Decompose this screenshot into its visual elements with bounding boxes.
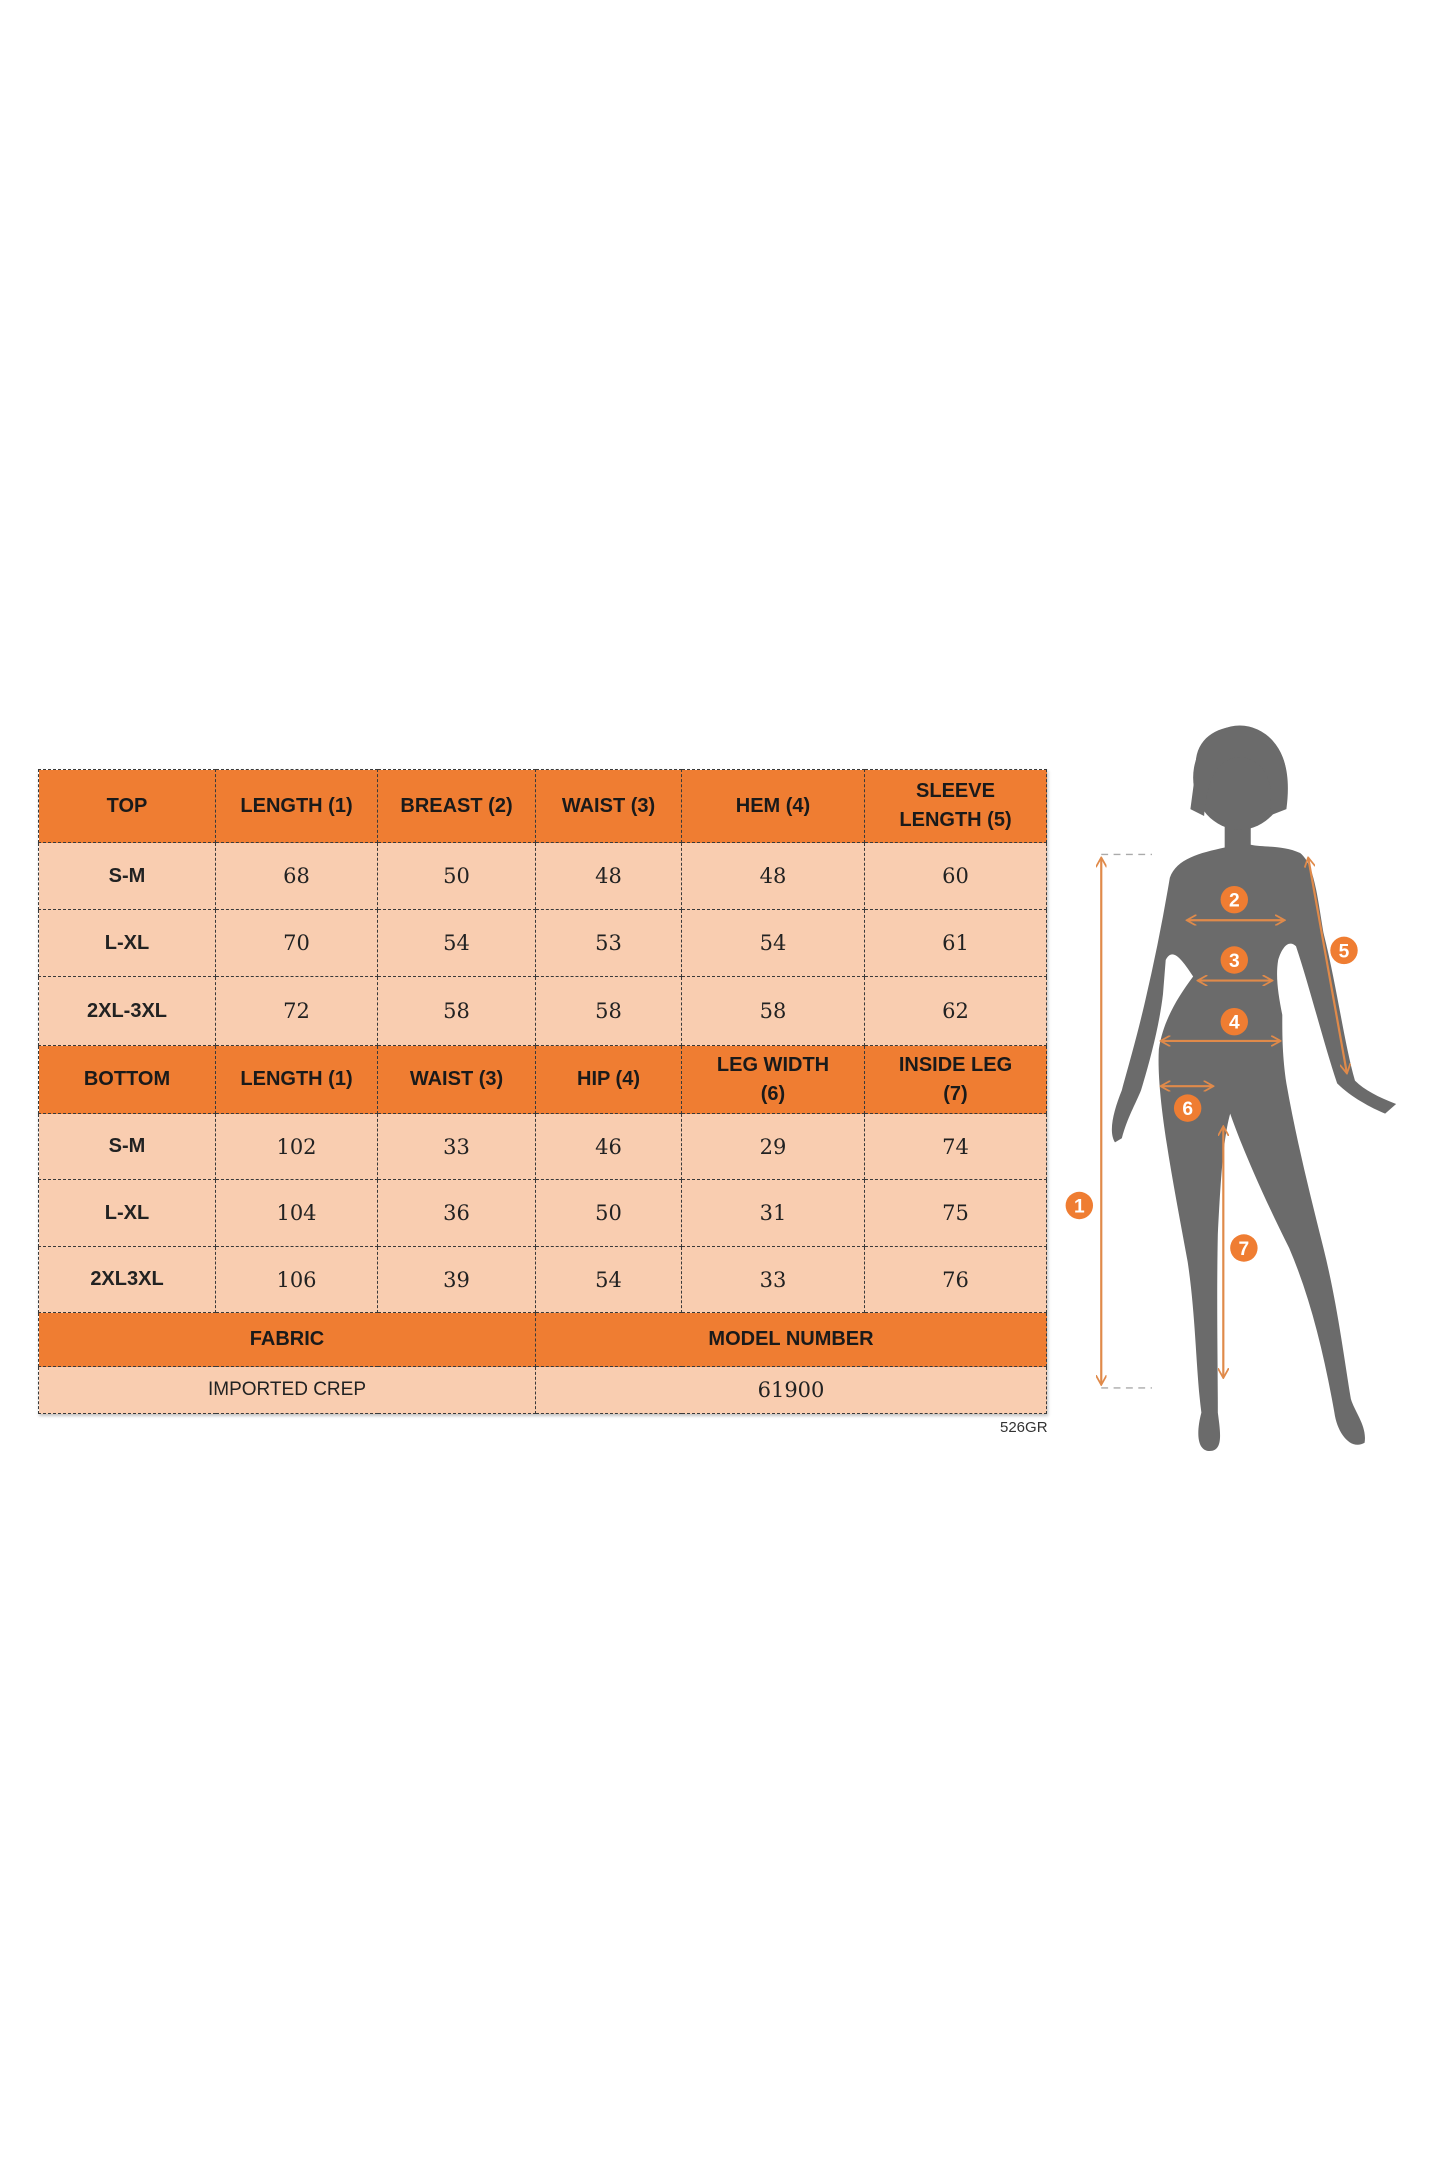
badge-number: 5 [1339,941,1350,962]
measurement-value: 68 [215,842,378,910]
measurement-badge-7: 7 [1230,1234,1258,1262]
info-value-row: IMPORTED CREP 61900 [38,1366,1047,1414]
fabric-value: IMPORTED CREP [38,1366,536,1414]
measurement-value: 54 [681,909,865,977]
top-column-header: LENGTH (1) [215,769,378,843]
measurement-value: 58 [535,976,682,1046]
top-size-row: S-M 68 50 48 48 60 [38,842,1047,910]
bottom-size-row: L-XL 104 36 50 31 75 [38,1179,1047,1247]
measurement-value: 33 [681,1246,865,1313]
top-size-row: L-XL 70 54 53 54 61 [38,909,1047,977]
measurement-value: 31 [681,1179,865,1247]
measurement-value: 60 [864,842,1047,910]
bottom-column-header: BOTTOM [38,1045,216,1114]
bottom-column-header: HIP (4) [535,1045,682,1114]
measurement-badge-1: 1 [1065,1191,1094,1220]
measurement-value: 74 [864,1113,1047,1180]
header-label: LEG WIDTH (6) [716,1053,830,1105]
measurement-value: 76 [864,1246,1047,1313]
measurement-value: 62 [864,976,1047,1046]
badge-number: 1 [1074,1196,1085,1217]
info-header-row: FABRIC MODEL NUMBER [38,1312,1047,1367]
header-label: HIP (4) [577,1068,640,1090]
header-label: BREAST (2) [400,794,513,817]
bottom-header-row: BOTTOM LENGTH (1) WAIST (3) HIP (4) LEG WIDT… [38,1045,1047,1114]
size-label: L-XL [38,1179,216,1247]
badge-number: 7 [1239,1239,1250,1260]
fabric-label: FABRIC [38,1312,536,1367]
badge-number: 2 [1229,891,1240,912]
model-number-label: MODEL NUMBER [535,1312,1047,1367]
measurement-value: 48 [535,842,682,910]
top-column-header: TOP [38,769,216,843]
bottom-column-header: LENGTH (1) [215,1045,378,1114]
header-label: LENGTH (1) [240,794,353,817]
measurement-value: 70 [215,909,378,977]
product-code: 526GR [1000,1419,1048,1436]
measurement-badge-2: 2 [1220,885,1248,914]
header-label: HEM (4) [735,794,811,817]
measurement-value: 106 [215,1246,378,1313]
arrow-5-sleeve [1308,859,1346,1073]
size-label: S-M [38,842,216,910]
bottom-column-header: WAIST (3) [377,1045,536,1114]
top-column-header: SLEEVE LENGTH (5) [864,769,1047,843]
header-label: SLEEVE LENGTH (5) [899,780,1012,831]
measurement-value: 104 [215,1179,378,1247]
header-label: TOP [106,794,148,817]
top-header-row: TOP LENGTH (1) BREAST (2) WAIST (3) HEM (4) S… [38,769,1047,843]
measurement-value: 53 [535,909,682,977]
measurement-value: 54 [535,1246,682,1313]
measurement-badge-5: 5 [1330,936,1358,965]
measurement-value: 50 [535,1179,682,1247]
badge-number: 4 [1229,1013,1240,1034]
measurement-value: 54 [377,909,536,977]
model-number-value: 61900 [535,1366,1047,1414]
size-label: 2XL-3XL [38,976,216,1046]
measurement-value: 39 [377,1246,536,1313]
measurement-badge-6: 6 [1173,1094,1202,1122]
size-chart-table: TOP LENGTH (1) BREAST (2) WAIST (3) HEM (4) S… [38,769,1047,1414]
bottom-size-row: 2XL3XL 106 39 54 33 76 [38,1246,1047,1313]
top-column-header: HEM (4) [681,769,865,843]
header-label: INSIDE LEG (7) [898,1053,1013,1105]
badge-number: 3 [1229,951,1240,972]
measurement-value: 58 [377,976,536,1046]
size-label: S-M [38,1113,216,1180]
measurement-value: 36 [377,1179,536,1247]
measurement-value: 102 [215,1113,378,1180]
size-label: 2XL3XL [38,1246,216,1313]
header-label: BOTTOM [83,1068,171,1090]
measurement-value: 48 [681,842,865,910]
measurement-value: 29 [681,1113,865,1180]
bottom-column-header: INSIDE LEG (7) [864,1045,1047,1114]
header-label: WAIST (3) [409,1068,504,1090]
woman-silhouette [1111,725,1397,1451]
badge-number: 6 [1182,1099,1193,1120]
top-size-row: 2XL-3XL 72 58 58 58 62 [38,976,1047,1046]
top-column-header: BREAST (2) [377,769,536,843]
measurement-value: 50 [377,842,536,910]
measurement-value: 61 [864,909,1047,977]
measurement-badge-3: 3 [1220,946,1248,974]
measurement-value: 58 [681,976,865,1046]
bottom-column-header: LEG WIDTH (6) [681,1045,865,1114]
measurement-badge-4: 4 [1220,1008,1248,1036]
measurement-value: 33 [377,1113,536,1180]
size-label: L-XL [38,909,216,977]
bottom-size-row: S-M 102 33 46 29 74 [38,1113,1047,1180]
header-label: WAIST (3) [561,794,656,817]
measurement-arrows [1101,853,1346,1389]
measurement-value: 46 [535,1113,682,1180]
top-column-header: WAIST (3) [535,769,682,843]
measurement-value: 75 [864,1179,1047,1247]
measurement-value: 72 [215,976,378,1046]
header-label: LENGTH (1) [240,1068,353,1090]
